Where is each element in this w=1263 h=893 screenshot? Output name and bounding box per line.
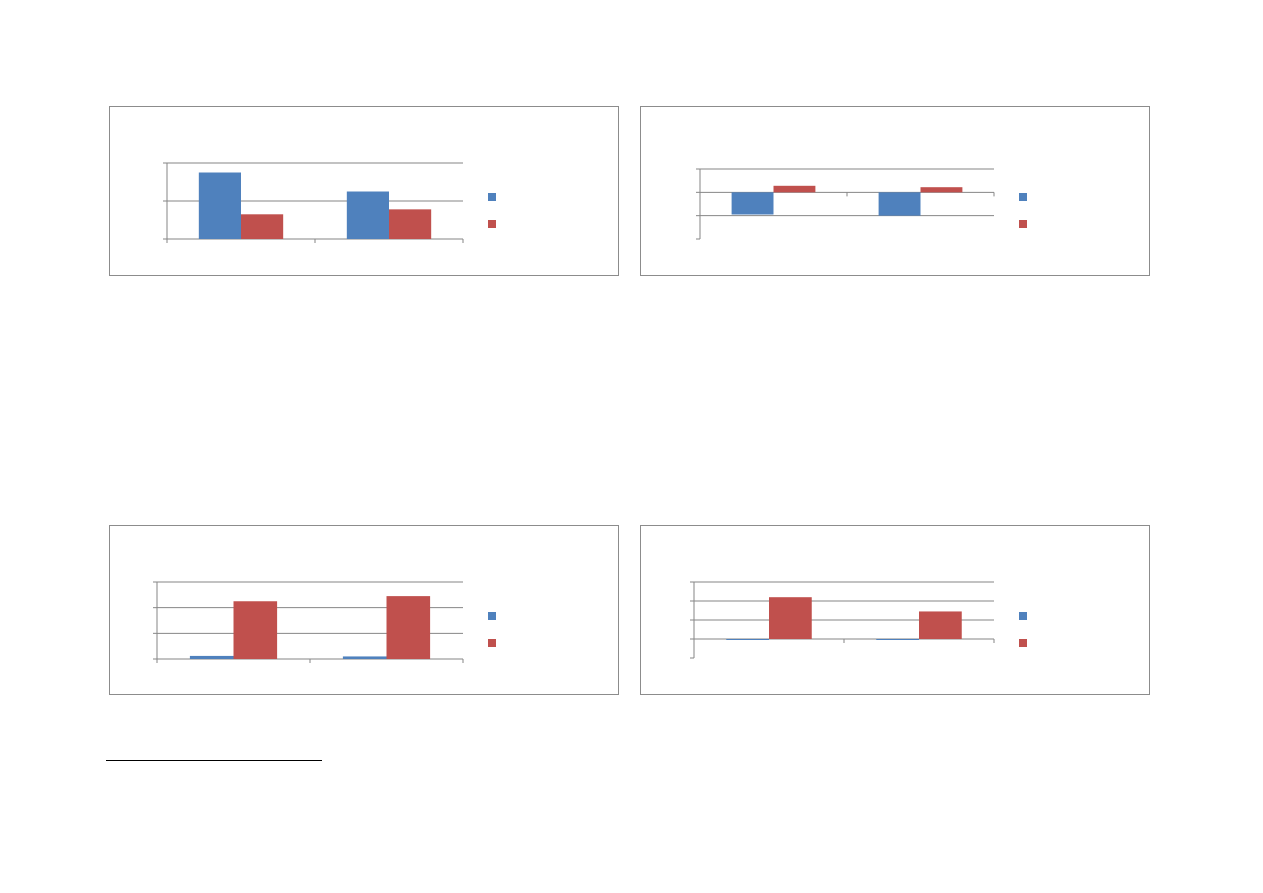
chart-panel-2 [640,106,1150,276]
legend-swatch-series-1 [1019,612,1027,620]
legend-swatch-series-1 [488,193,496,201]
bar-chart-3 [153,581,496,663]
bar-series-2-cat-1 [233,601,278,659]
bar-series-1-cat-1 [198,172,241,239]
bar-series-1-cat-1 [189,655,234,659]
bar-series-1-cat-2 [876,639,919,640]
legend-swatch-series-2 [488,639,496,647]
legend-swatch-series-2 [488,220,496,228]
bar-series-2-cat-2 [389,209,432,239]
bar-series-2-cat-1 [769,597,812,639]
bar-series-2-cat-1 [773,185,816,193]
legend-swatch-series-1 [488,612,496,620]
legend-swatch-series-2 [1019,220,1027,228]
bar-series-1-cat-1 [731,192,774,215]
bar-chart-2 [696,168,1027,240]
footnote-separator [106,760,322,761]
legend-swatch-series-1 [1019,193,1027,201]
bar-series-1-cat-2 [342,656,387,659]
bar-series-2-cat-2 [920,187,963,193]
chart-panel-3 [109,525,619,695]
bar-series-2-cat-2 [386,596,431,659]
bar-series-2-cat-2 [919,611,962,639]
chart-panel-1 [109,106,619,276]
bar-series-1-cat-1 [726,639,769,640]
legend-swatch-series-2 [1019,639,1027,647]
bar-series-2-cat-1 [241,214,284,239]
bar-series-1-cat-2 [346,191,389,239]
bar-chart-4 [690,581,1027,659]
bar-series-1-cat-2 [878,192,921,216]
bar-chart-1 [163,162,496,243]
chart-panel-4 [640,525,1150,695]
